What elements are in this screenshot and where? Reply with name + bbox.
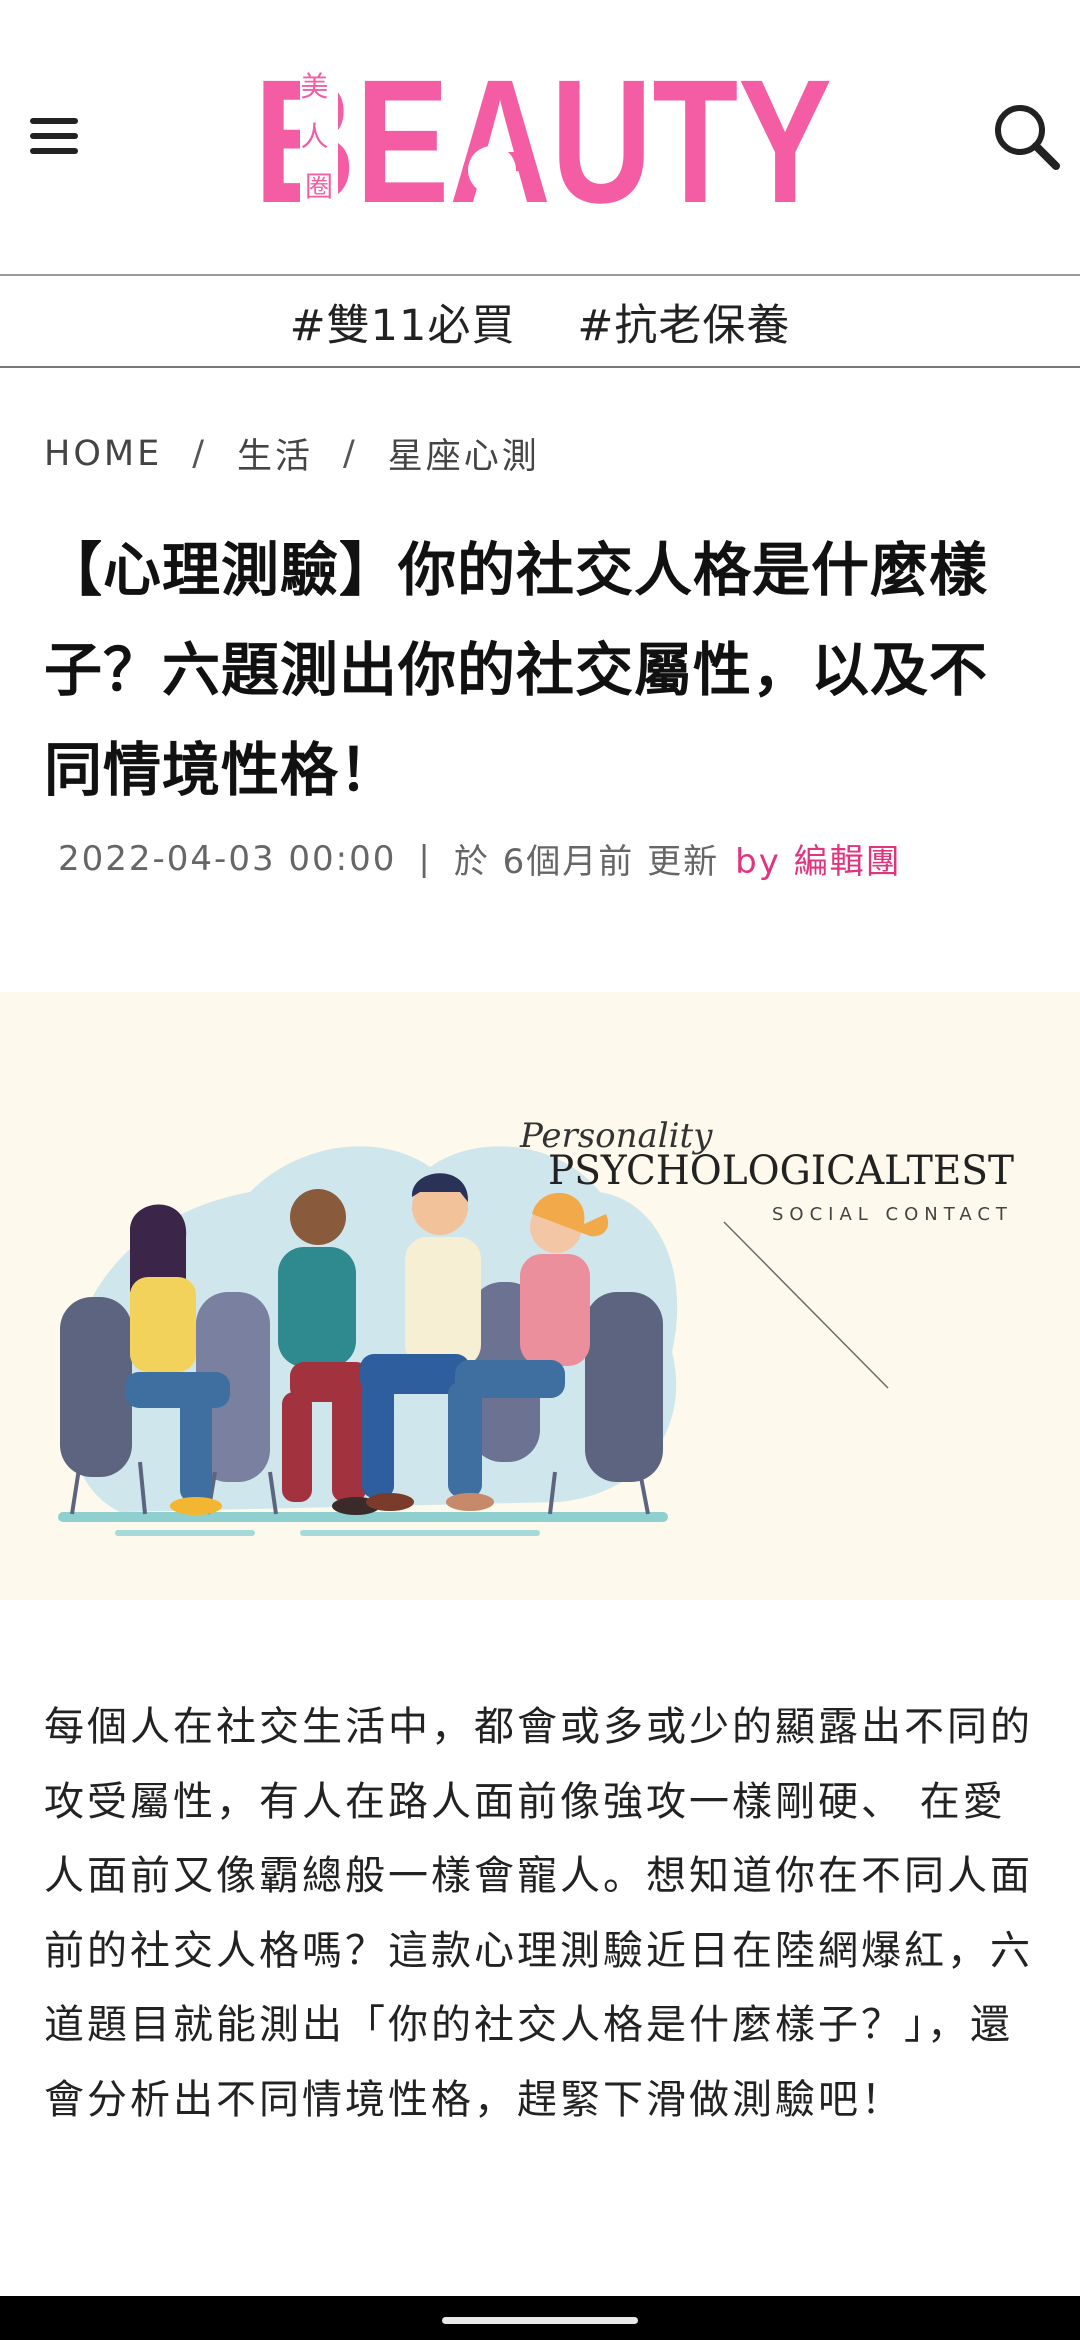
tags-divider	[0, 366, 1080, 368]
search-icon	[995, 105, 1060, 170]
menu-button[interactable]	[22, 104, 86, 168]
updated-time: 於 6個月前 更新	[453, 842, 720, 882]
author-link[interactable]: by 編輯團	[735, 834, 902, 883]
hamburger-icon-line	[30, 118, 78, 124]
breadcrumb-life[interactable]: 生活	[236, 437, 313, 477]
hamburger-icon-line	[30, 148, 78, 154]
logo-subtitle: 美 人 圈	[301, 70, 338, 203]
breadcrumb-separator: /	[343, 433, 358, 474]
breadcrumb: HOME / 生活 / 星座心測	[44, 428, 540, 479]
meta-separator: |	[418, 838, 432, 879]
header-divider	[0, 274, 1080, 276]
hero-image[interactable]: Personality PSYCHOLOGICALTEST SOCIAL CON…	[0, 992, 1080, 1600]
home-indicator[interactable]	[442, 2317, 638, 2324]
hamburger-icon-line	[30, 133, 78, 139]
tag-link[interactable]: #抗老保養	[577, 301, 791, 351]
publish-date: 2022-04-03 00:00	[58, 838, 397, 879]
article-title: 【心理測驗】你的社交人格是什麼樣子？六題測出你的社交屬性，以及不同情境性格！	[44, 536, 989, 804]
breadcrumb-separator: /	[192, 433, 207, 474]
hero-headline: PSYCHOLOGICALTEST	[548, 1148, 1014, 1194]
beauty-logo[interactable]: BEAUTY 美 人 圈	[254, 44, 834, 240]
by-label: by	[735, 842, 781, 882]
hero-illustration: Personality PSYCHOLOGICALTEST SOCIAL CON…	[0, 992, 1080, 1600]
hot-tags: #雙11必買 #抗老保養	[0, 276, 1080, 368]
search-button[interactable]	[990, 100, 1064, 174]
hero-subline: SOCIAL CONTACT	[772, 1204, 1013, 1225]
hero-script-text: Personality	[519, 1116, 713, 1156]
tag-link[interactable]: #雙11必買	[289, 301, 516, 351]
logo-text: BEAUTY	[254, 60, 832, 214]
article-body: 每個人在社交生活中，都會或多或少的顯露出不同的攻受屬性，有人在路人面前像強攻一樣…	[44, 1704, 1033, 2123]
article-meta: 2022-04-03 00:00 | 於 6個月前 更新 by 編輯團	[58, 834, 902, 883]
logo-graphic: BEAUTY 美 人 圈	[254, 44, 832, 240]
site-header: BEAUTY 美 人 圈	[0, 0, 1080, 276]
breadcrumb-home[interactable]: HOME	[44, 433, 163, 474]
breadcrumb-horoscope[interactable]: 星座心測	[387, 437, 540, 477]
author-name: 編輯團	[793, 842, 902, 882]
